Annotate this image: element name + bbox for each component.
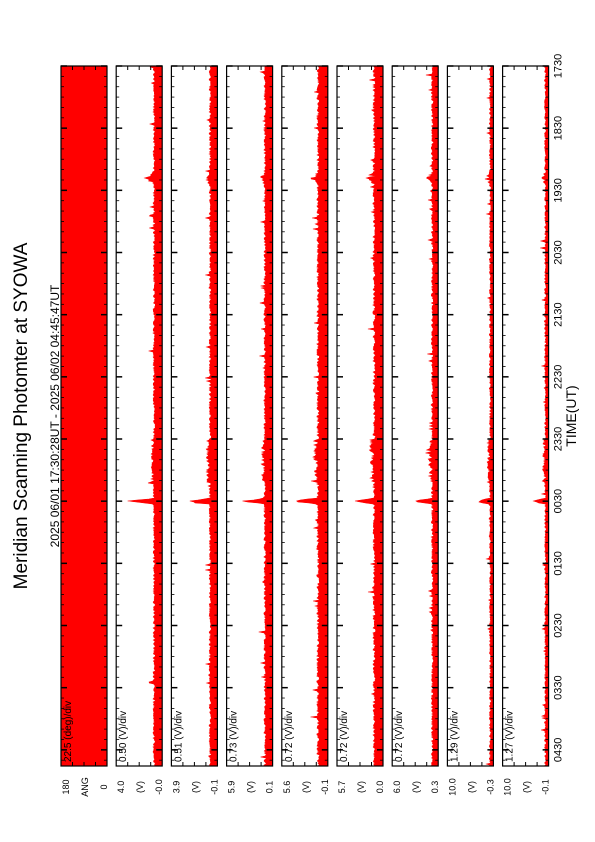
x-tick-label: 0130 [553,551,565,575]
x-tick-label: 1830 [553,116,565,140]
chart-title: Meridian Scanning Photomter at SYOWA [11,242,32,589]
signal-trace [354,65,384,767]
panel-scale-label: 0.73 (V)/div [229,711,240,762]
x-tick-label: 2130 [553,302,565,326]
panel-y-bot: -0.0 [154,779,164,795]
panel-7: 0.72 (V)/div 6.0 (V) 0.3 [391,65,440,794]
x-tick-label: 0330 [553,675,565,699]
x-tick-label: 1930 [553,178,565,202]
x-tick-label: 0430 [553,738,565,762]
panel-y-mid: (V) [246,781,256,793]
panel-1: 22.5 (deg)/div 180 ANG 0 [60,65,109,797]
panel-6: 0.72 (V)/div 5.7 (V) 0.0 [336,65,385,794]
panel-y-mid: (V) [522,781,532,793]
panel-y-bot: 0.3 [430,781,440,794]
panel-frame [446,65,494,767]
panel-y-bot: -0.1 [541,779,551,795]
panel-y-mid: ANG [80,777,90,797]
panel-y-bot: 0.0 [375,781,385,794]
panel-scale-label: 0.50 (V)/div [118,711,129,762]
panel-y-bot: -0.1 [320,779,330,795]
panel-scale-label: 22.5 (deg)/div [63,701,74,762]
panel-y-mid: (V) [190,781,200,793]
panel-5: 0.72 (V)/div 5.6 (V) -0.1 [281,65,330,795]
panel-scale-label: 0.72 (V)/div [394,711,405,762]
panel-4: 0.73 (V)/div 5.9 (V) 0.1 [226,65,275,794]
angle-fill [61,66,107,766]
panel-y-top: 10.0 [503,778,513,796]
time-period: 2025 06/01 17:30:28UT - 2025 06/02 04:45… [48,284,62,547]
panel-y-bot: -0.3 [485,779,495,795]
panel-frame [502,65,550,767]
panel-y-top: 3.9 [171,781,181,794]
signal-trace [296,65,329,767]
x-tick-label: 2230 [553,365,565,389]
panel-y-bot: -0.1 [209,779,219,795]
panel-y-mid: (V) [466,781,476,793]
signal-trace [189,65,218,767]
signal-trace [415,65,439,767]
signal-trace [242,65,273,767]
x-tick-label: 2330 [553,427,565,451]
signal-trace [127,65,163,767]
x-tick-label: 1730 [553,54,565,78]
x-tick-labels: 1730 1830 1930 2030 2130 2230 2330 0030 0130 0230… [553,54,565,762]
panel-scale-label: 0.72 (V)/div [284,711,295,762]
panel-y-bot: 0 [99,784,109,789]
panel-y-top: 5.7 [337,781,347,794]
x-axis-label: TIME(UT) [563,385,579,446]
panel-3: 0.51 (V)/div 3.9 (V) -0.1 [170,65,219,795]
panel-y-top: 5.9 [227,781,237,794]
panel-y-top: 4.0 [116,781,126,794]
panel-scale-label: 0.51 (V)/div [173,711,184,762]
panel-y-mid: (V) [301,781,311,793]
panel-y-top: 5.6 [282,781,292,794]
panel-y-mid: (V) [411,781,421,793]
panel-scale-label: 0.72 (V)/div [339,711,350,762]
panel-y-mid: (V) [135,781,145,793]
panel-2: 0.50 (V)/div 4.0 (V) -0.0 [115,65,164,795]
x-tick-label: 0030 [553,489,565,513]
panel-y-top: 180 [61,779,71,794]
x-tick-label: 0230 [553,613,565,637]
panel-frame [391,65,439,767]
x-tick-label: 2030 [553,240,565,264]
signal-trace [478,65,494,767]
panel-y-mid: (V) [356,781,366,793]
panel-9: 1.27 (V)/div 10.0 (V) -0.1 [502,65,551,796]
signal-trace [532,65,549,767]
panel-8: 1.29 (V)/div 10.0 (V) -0.3 [446,65,495,796]
panel-scale-label: 1.29 (V)/div [449,711,460,762]
panel-y-top: 6.0 [392,781,402,794]
panel-y-bot: 0.1 [265,781,275,794]
panel-scale-label: 1.27 (V)/div [505,711,516,762]
panel-y-top: 10.0 [447,778,457,796]
